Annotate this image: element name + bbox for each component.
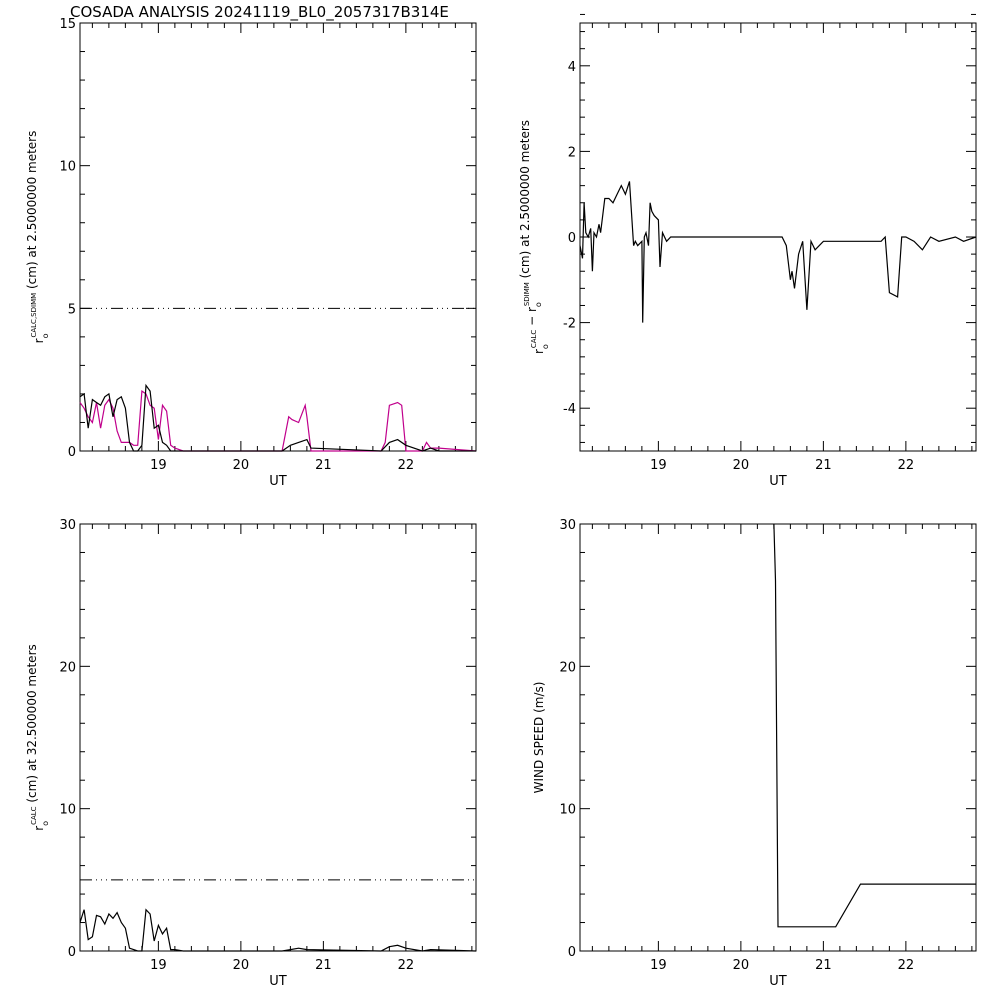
x-tick-label: 22	[398, 458, 415, 473]
figure-title: COSADA ANALYSIS 20241119_BL0_2057317B314…	[70, 3, 449, 22]
y-axis-label: roCALC (cm) at 32.500000 meters	[25, 644, 50, 831]
y-axis-label: WIND SPEED (m/s)	[532, 682, 546, 794]
x-axis-label: UT	[269, 474, 287, 489]
chart-panel-3: 19 20 21 22 UT 0 10 20 30 roCALC (cm) at 32.50000…	[25, 518, 477, 989]
x-tick-label: 22	[898, 458, 915, 473]
x-axis-label: UT	[269, 974, 287, 989]
y-tick-label: 30	[59, 518, 76, 533]
plot-frame	[579, 523, 977, 952]
y-tick-label: 20	[59, 660, 76, 675]
x-axis-label: UT	[769, 974, 787, 989]
y-tick-label: 0	[68, 445, 76, 460]
x-tick-label: 19	[150, 958, 167, 973]
chart-panel-4: 19 20 21 22 UT 0 10 20 30 WIND SPEED (m/s)	[532, 518, 977, 989]
series-line-black	[79, 383, 476, 452]
plot-frame	[79, 523, 477, 952]
series-line-magenta	[79, 390, 477, 452]
y-tick-label: -2	[563, 317, 576, 332]
chart-panel-2: 19 20 21 22 UT -4 -2 0 2 4 roCALC − roSDIMM (cm) a…	[518, 13, 977, 489]
y-tick-label: 15	[59, 17, 76, 32]
x-tick-label: 19	[650, 958, 667, 973]
x-tick-label: 22	[398, 958, 415, 973]
x-tick-label: 20	[233, 458, 250, 473]
y-tick-label: 0	[68, 945, 76, 960]
y-tick-label: -4	[563, 402, 576, 417]
x-tick-label: 19	[650, 458, 667, 473]
y-tick-label: 10	[59, 160, 76, 175]
chart-panel-1: 19 20 21 22 UT 0 5 10 15 roCALC,SDIMM (cm) at 2.5…	[25, 17, 477, 489]
series-line-black	[579, 181, 977, 323]
y-tick-label: 10	[559, 803, 576, 818]
x-tick-label: 20	[733, 458, 750, 473]
y-axis-label: roCALC − roSDIMM (cm) at 2.5000000 meter…	[518, 120, 550, 354]
y-tick-label: 30	[559, 518, 576, 533]
x-tick-label: 20	[233, 958, 250, 973]
x-tick-label: 21	[315, 458, 332, 473]
y-tick-label: 10	[59, 803, 76, 818]
series-line-black	[773, 523, 976, 928]
x-tick-label: 21	[315, 958, 332, 973]
plot-frame	[79, 22, 477, 452]
y-tick-label: 20	[559, 660, 576, 675]
x-tick-label: 20	[733, 958, 750, 973]
series-line-black	[79, 908, 477, 952]
x-axis-label: UT	[769, 474, 787, 489]
x-tick-label: 19	[150, 458, 167, 473]
y-axis-label: roCALC,SDIMM (cm) at 2.5000000 meters	[25, 131, 50, 344]
y-tick-label: 0	[568, 945, 576, 960]
x-tick-label: 21	[815, 958, 832, 973]
y-tick-label: 0	[568, 231, 576, 246]
y-tick-label: 5	[68, 302, 76, 317]
x-tick-label: 21	[815, 458, 832, 473]
x-tick-label: 22	[898, 958, 915, 973]
y-tick-label: 2	[568, 145, 576, 160]
y-tick-label: 4	[568, 60, 576, 75]
